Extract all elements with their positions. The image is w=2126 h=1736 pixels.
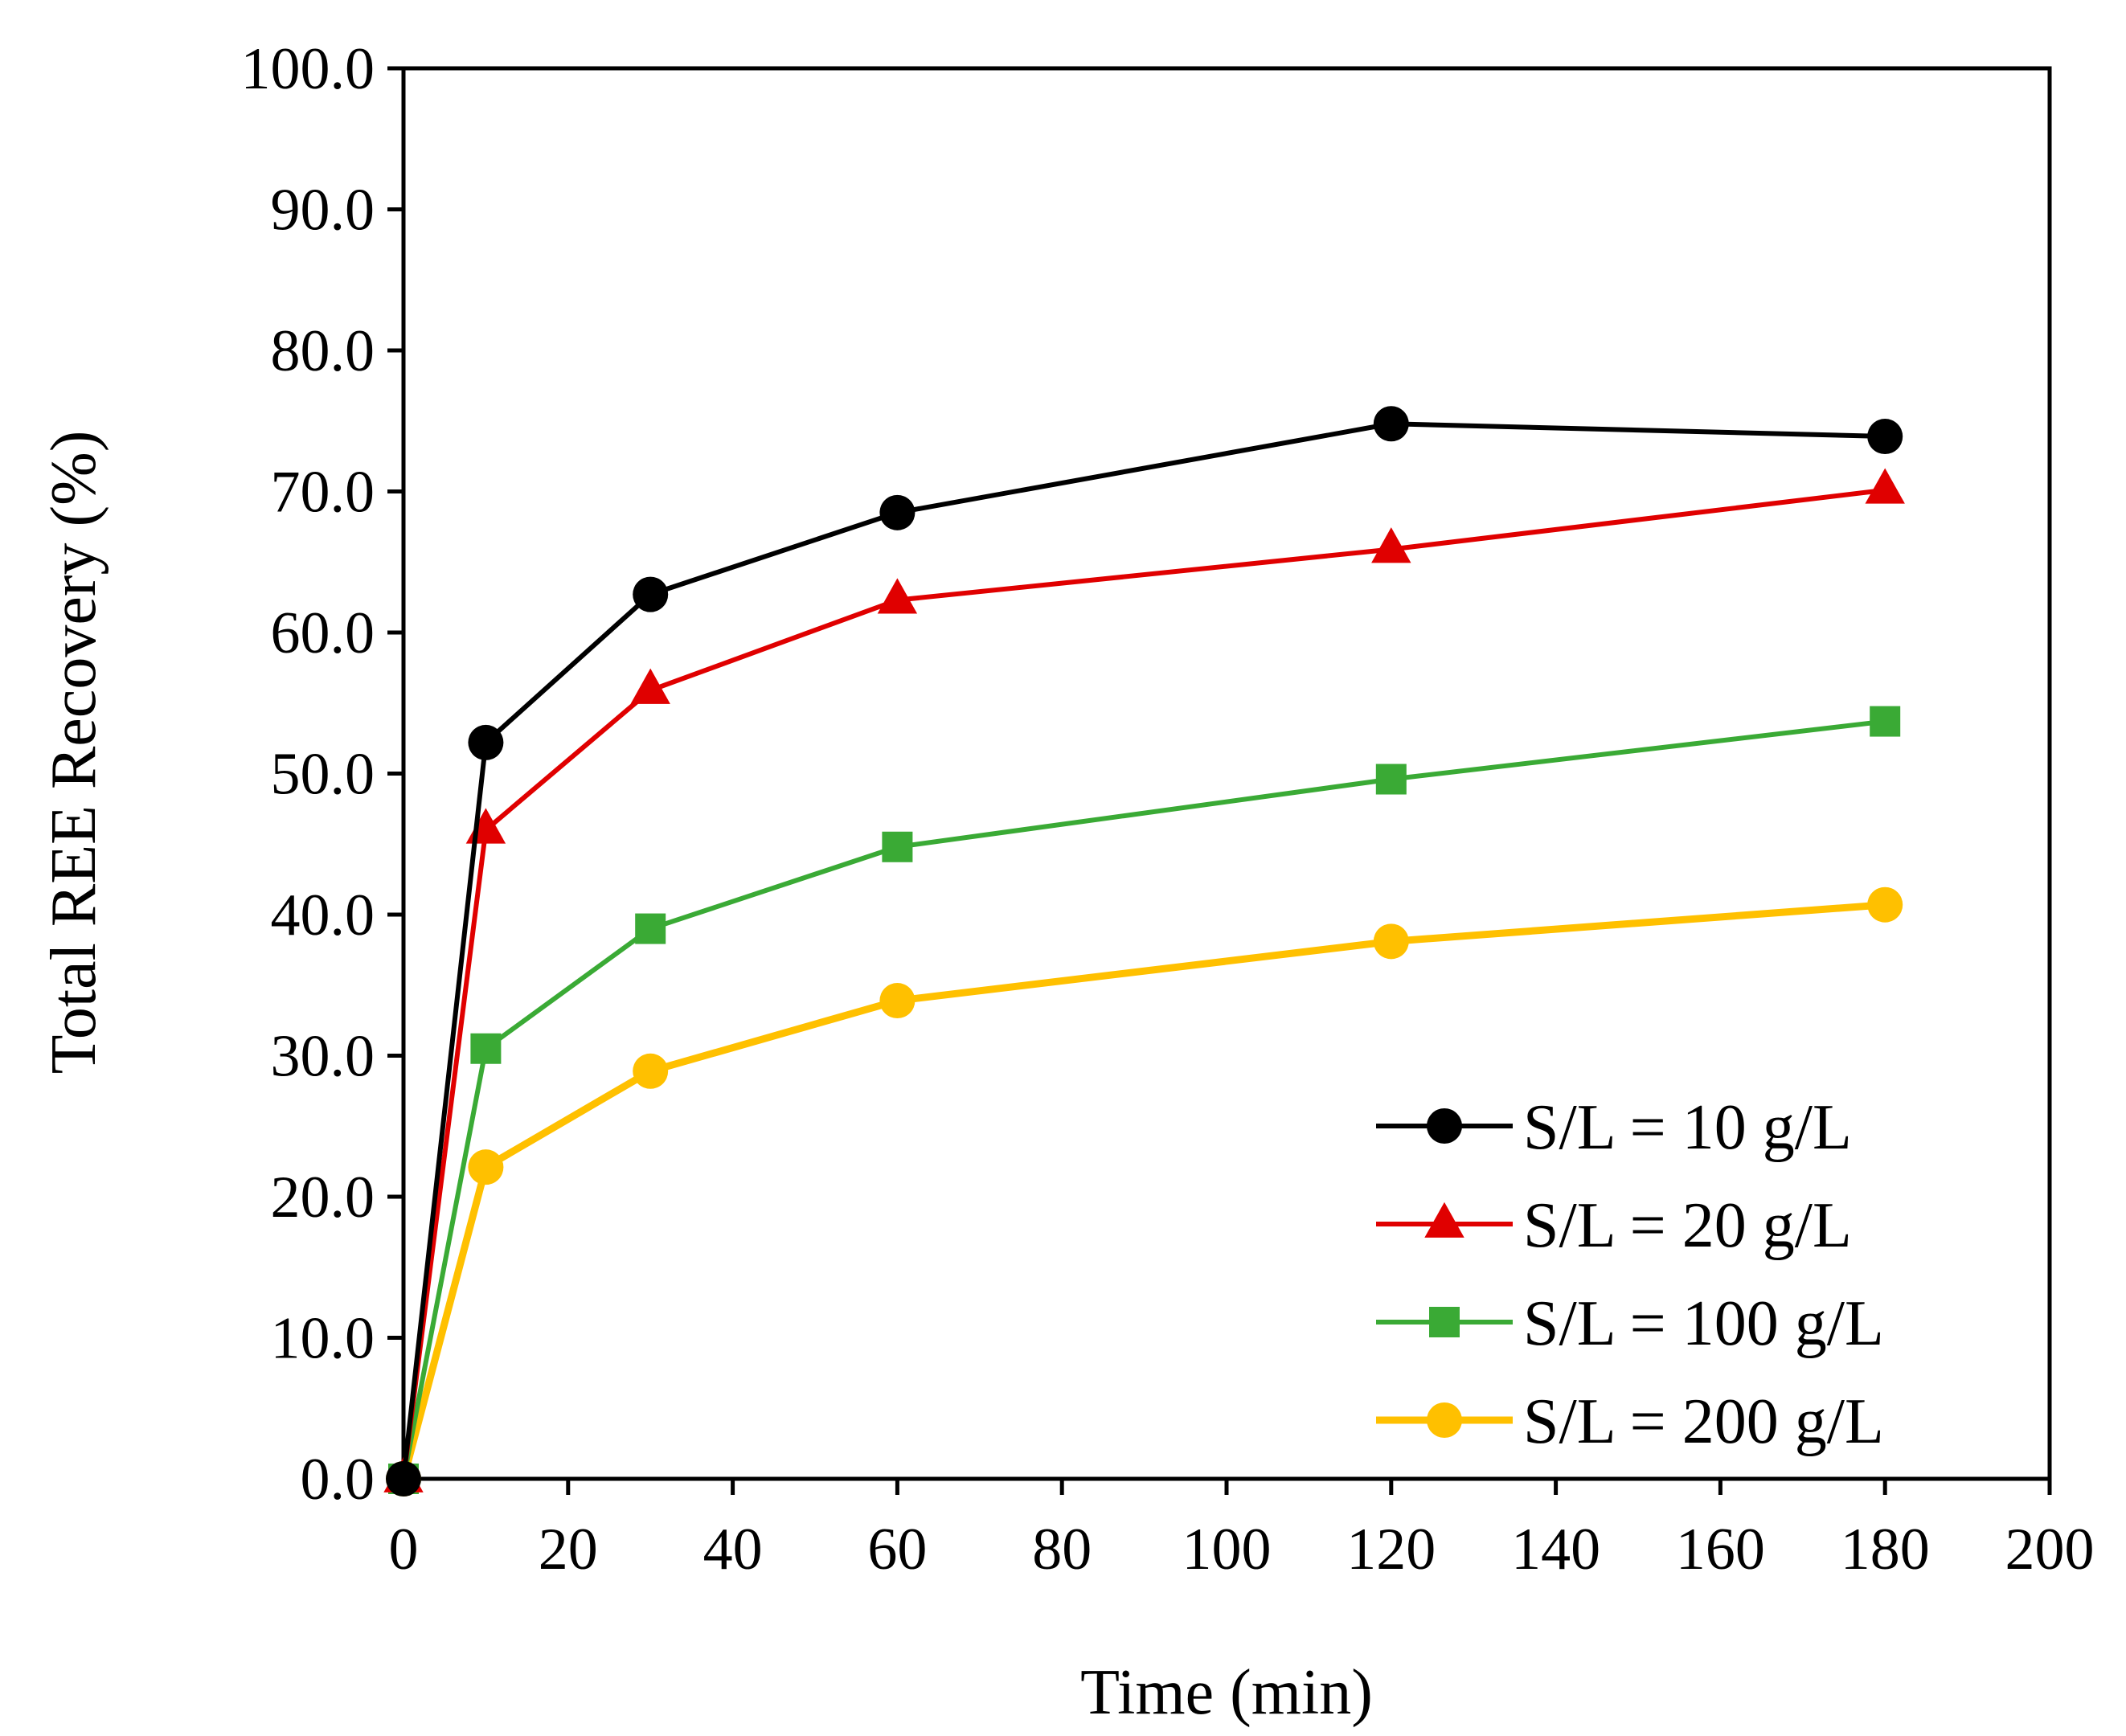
data-point (1375, 764, 1407, 795)
data-point (1867, 419, 1903, 455)
data-point (633, 1053, 669, 1089)
data-point (879, 983, 916, 1019)
series-line (399, 901, 1886, 1480)
series-line (401, 421, 1886, 1480)
y-tick-label: 60.0 (271, 600, 375, 666)
y-tick-label: 100.0 (241, 36, 375, 102)
x-tick-label: 40 (703, 1517, 763, 1582)
y-tick-label: 90.0 (271, 178, 375, 244)
data-point (635, 913, 666, 944)
legend-label: S/L = 200 g/L (1523, 1386, 1884, 1457)
y-tick-label: 20.0 (271, 1165, 375, 1230)
data-point (1867, 886, 1903, 923)
legend-item: S/L = 100 g/L (1376, 1288, 1884, 1359)
legend-label: S/L = 20 g/L (1523, 1190, 1852, 1261)
x-tick-label: 80 (1032, 1517, 1092, 1582)
x-tick-label: 0 (389, 1517, 419, 1582)
x-tick-label: 200 (2005, 1517, 2095, 1582)
legend-marker (1427, 1402, 1462, 1438)
legend-marker (1424, 1202, 1464, 1238)
legend-item: S/L = 20 g/L (1376, 1190, 1852, 1261)
x-axis-title: Time (min) (1080, 1657, 1373, 1728)
x-tick-label: 180 (1841, 1517, 1930, 1582)
x-tick-label: 20 (539, 1517, 598, 1582)
data-point (1373, 923, 1409, 960)
y-tick-label: 30.0 (271, 1024, 375, 1090)
y-tick-label: 0.0 (301, 1447, 375, 1513)
legend-item: S/L = 10 g/L (1376, 1092, 1852, 1163)
y-tick-label: 50.0 (271, 742, 375, 808)
y-tick-label: 80.0 (271, 318, 375, 384)
legend-item: S/L = 200 g/L (1376, 1386, 1884, 1457)
x-tick-label: 100 (1182, 1517, 1272, 1582)
plot-area (401, 66, 2052, 1481)
y-axis: 0.0 10.0 20.0 30.0 40.0 50.0 60.0 70.0 80.0 90.0 1… (241, 36, 403, 1513)
data-point (630, 668, 670, 704)
data-point (468, 1149, 504, 1185)
data-point (633, 576, 669, 612)
x-tick-label: 60 (867, 1517, 927, 1582)
data-point (470, 1033, 502, 1064)
series-3 (388, 706, 1901, 1494)
x-axis: 0 20 40 60 80 100 120 140 160 180 200 (389, 1479, 2095, 1582)
data-point (879, 494, 916, 530)
data-point (1371, 527, 1411, 563)
data-point (468, 724, 504, 760)
data-point (877, 578, 918, 614)
y-tick-label: 10.0 (271, 1306, 375, 1372)
y-tick-label: 40.0 (271, 882, 375, 948)
legend-marker (1427, 1108, 1462, 1144)
series-line (401, 487, 1886, 1480)
series-1 (386, 406, 1903, 1496)
legend-marker (1429, 1307, 1460, 1337)
data-point (1870, 706, 1901, 737)
legend-label: S/L = 100 g/L (1523, 1288, 1884, 1359)
data-point (882, 831, 913, 862)
y-tick-label: 70.0 (271, 460, 375, 526)
y-axis-title: Total REE Recovery (%) (39, 431, 109, 1075)
x-tick-label: 160 (1676, 1517, 1765, 1582)
data-point (386, 1461, 421, 1496)
x-tick-label: 140 (1511, 1517, 1600, 1582)
legend-label: S/L = 10 g/L (1523, 1092, 1852, 1163)
legend: S/L = 10 g/L S/L = 20 g/L S/L = 100 g/L S/L… (1376, 1092, 1884, 1457)
series-line (401, 719, 1886, 1480)
data-point (1865, 468, 1905, 504)
series-layer (383, 406, 1905, 1496)
data-point (1373, 406, 1409, 442)
x-tick-label: 120 (1346, 1517, 1436, 1582)
